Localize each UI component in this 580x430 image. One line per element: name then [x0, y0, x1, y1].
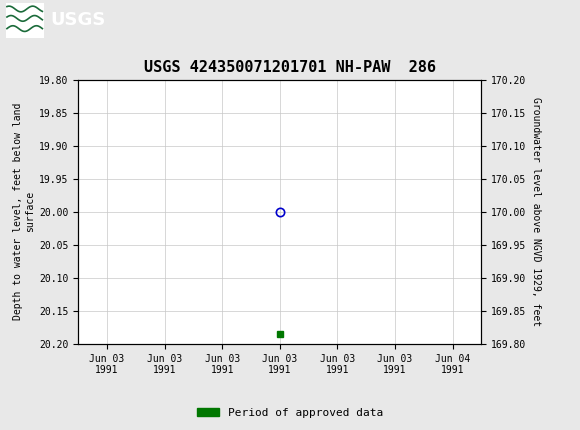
Y-axis label: Depth to water level, feet below land
surface: Depth to water level, feet below land su…	[13, 103, 35, 320]
Legend: Period of approved data: Period of approved data	[193, 403, 387, 422]
Bar	[6, 3, 44, 37]
Y-axis label: Groundwater level above NGVD 1929, feet: Groundwater level above NGVD 1929, feet	[531, 97, 541, 326]
Text: USGS: USGS	[50, 12, 106, 29]
Text: USGS 424350071201701 NH-PAW  286: USGS 424350071201701 NH-PAW 286	[144, 60, 436, 75]
